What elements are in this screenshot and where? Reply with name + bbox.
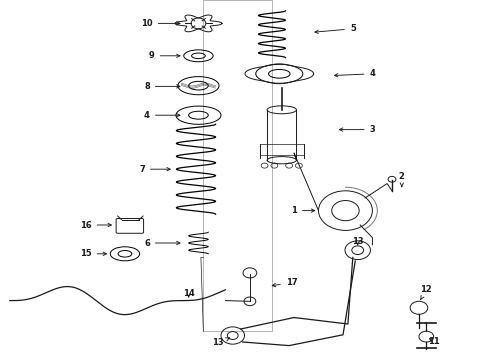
Text: 13: 13	[352, 237, 364, 246]
Text: 6: 6	[144, 238, 180, 248]
Text: 16: 16	[80, 220, 111, 230]
Text: 9: 9	[149, 51, 180, 60]
Text: 10: 10	[141, 19, 180, 28]
Text: 13: 13	[212, 338, 229, 347]
Text: 3: 3	[340, 125, 375, 134]
Text: 4: 4	[144, 111, 180, 120]
Bar	[203, 0, 272, 331]
Text: 14: 14	[183, 289, 195, 298]
Text: 4: 4	[335, 69, 375, 78]
Text: 7: 7	[139, 165, 170, 174]
Text: 15: 15	[80, 249, 106, 258]
Text: 11: 11	[428, 337, 440, 346]
Text: 8: 8	[144, 82, 180, 91]
Text: 12: 12	[420, 285, 432, 300]
Text: 17: 17	[272, 278, 297, 287]
Text: 2: 2	[399, 172, 405, 186]
Text: 5: 5	[315, 24, 356, 33]
Text: 1: 1	[291, 206, 315, 215]
